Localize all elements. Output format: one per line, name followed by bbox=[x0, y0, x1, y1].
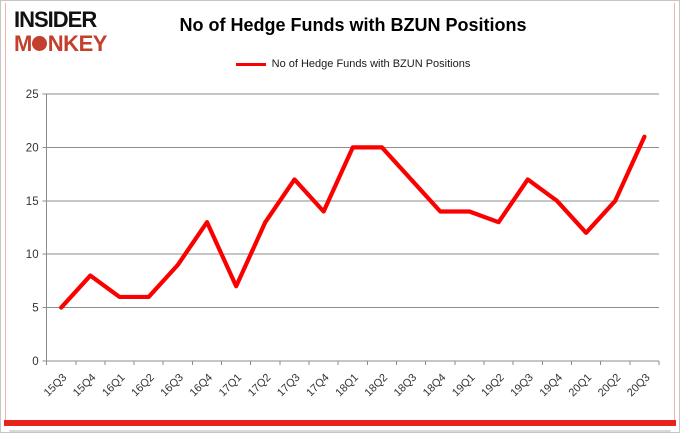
legend-label: No of Hedge Funds with BZUN Positions bbox=[271, 58, 471, 70]
x-axis-tick-label: 16Q3 bbox=[158, 372, 186, 400]
x-axis-tick-label: 19Q1 bbox=[450, 372, 478, 400]
y-axis-tick-label: 10 bbox=[26, 249, 39, 261]
right-frame-rule bbox=[674, 3, 675, 421]
x-axis-tick-label: 15Q4 bbox=[71, 372, 99, 400]
x-axis-tick-label: 18Q2 bbox=[363, 372, 391, 400]
logo-monkey: M NKEY bbox=[14, 31, 107, 56]
y-axis-tick-label: 15 bbox=[26, 196, 39, 208]
legend: No of Hedge Funds with BZUN Positions bbox=[47, 58, 659, 70]
x-axis-tick-label: 19Q4 bbox=[538, 372, 566, 400]
x-axis-tick-label: 15Q3 bbox=[42, 372, 70, 400]
insider-monkey-logo: INSIDER M NKEY bbox=[14, 9, 107, 55]
bottom-red-bar bbox=[4, 420, 676, 426]
x-axis-tick-label: 19Q2 bbox=[479, 372, 507, 400]
legend-line-swatch bbox=[235, 62, 266, 66]
x-axis-tick-label: 17Q1 bbox=[217, 372, 245, 400]
y-axis-tick-label: 20 bbox=[26, 142, 39, 154]
x-axis-tick-label: 20Q1 bbox=[567, 372, 595, 400]
x-axis-tick-label: 20Q3 bbox=[625, 372, 653, 400]
x-axis-tick-label: 17Q3 bbox=[275, 372, 303, 400]
x-axis-tick-label: 18Q4 bbox=[421, 372, 449, 400]
chart-title: No of Hedge Funds with BZUN Positions bbox=[179, 15, 527, 35]
x-axis-tick-label: 18Q1 bbox=[333, 372, 361, 400]
y-axis-tick-label: 25 bbox=[26, 89, 39, 101]
x-axis-tick-label: 16Q4 bbox=[188, 372, 216, 400]
bottom-shadow bbox=[9, 430, 671, 432]
logo-monkey-o-circle bbox=[32, 36, 48, 51]
logo-insider: INSIDER bbox=[14, 7, 97, 32]
x-axis-tick-label: 17Q4 bbox=[304, 372, 332, 400]
y-axis-tick-label: 0 bbox=[32, 356, 38, 368]
x-axis-tick-label: 17Q2 bbox=[246, 372, 274, 400]
x-axis-tick-label: 20Q2 bbox=[596, 372, 624, 400]
x-axis-tick-label: 16Q2 bbox=[129, 372, 157, 400]
x-axis-tick-label: 19Q3 bbox=[508, 372, 536, 400]
series-line bbox=[59, 134, 647, 310]
x-axis-tick-label: 18Q3 bbox=[392, 372, 420, 400]
x-axis-tick-label: 16Q1 bbox=[100, 372, 128, 400]
left-frame-rule bbox=[5, 3, 6, 421]
y-axis-tick-label: 5 bbox=[32, 303, 38, 315]
